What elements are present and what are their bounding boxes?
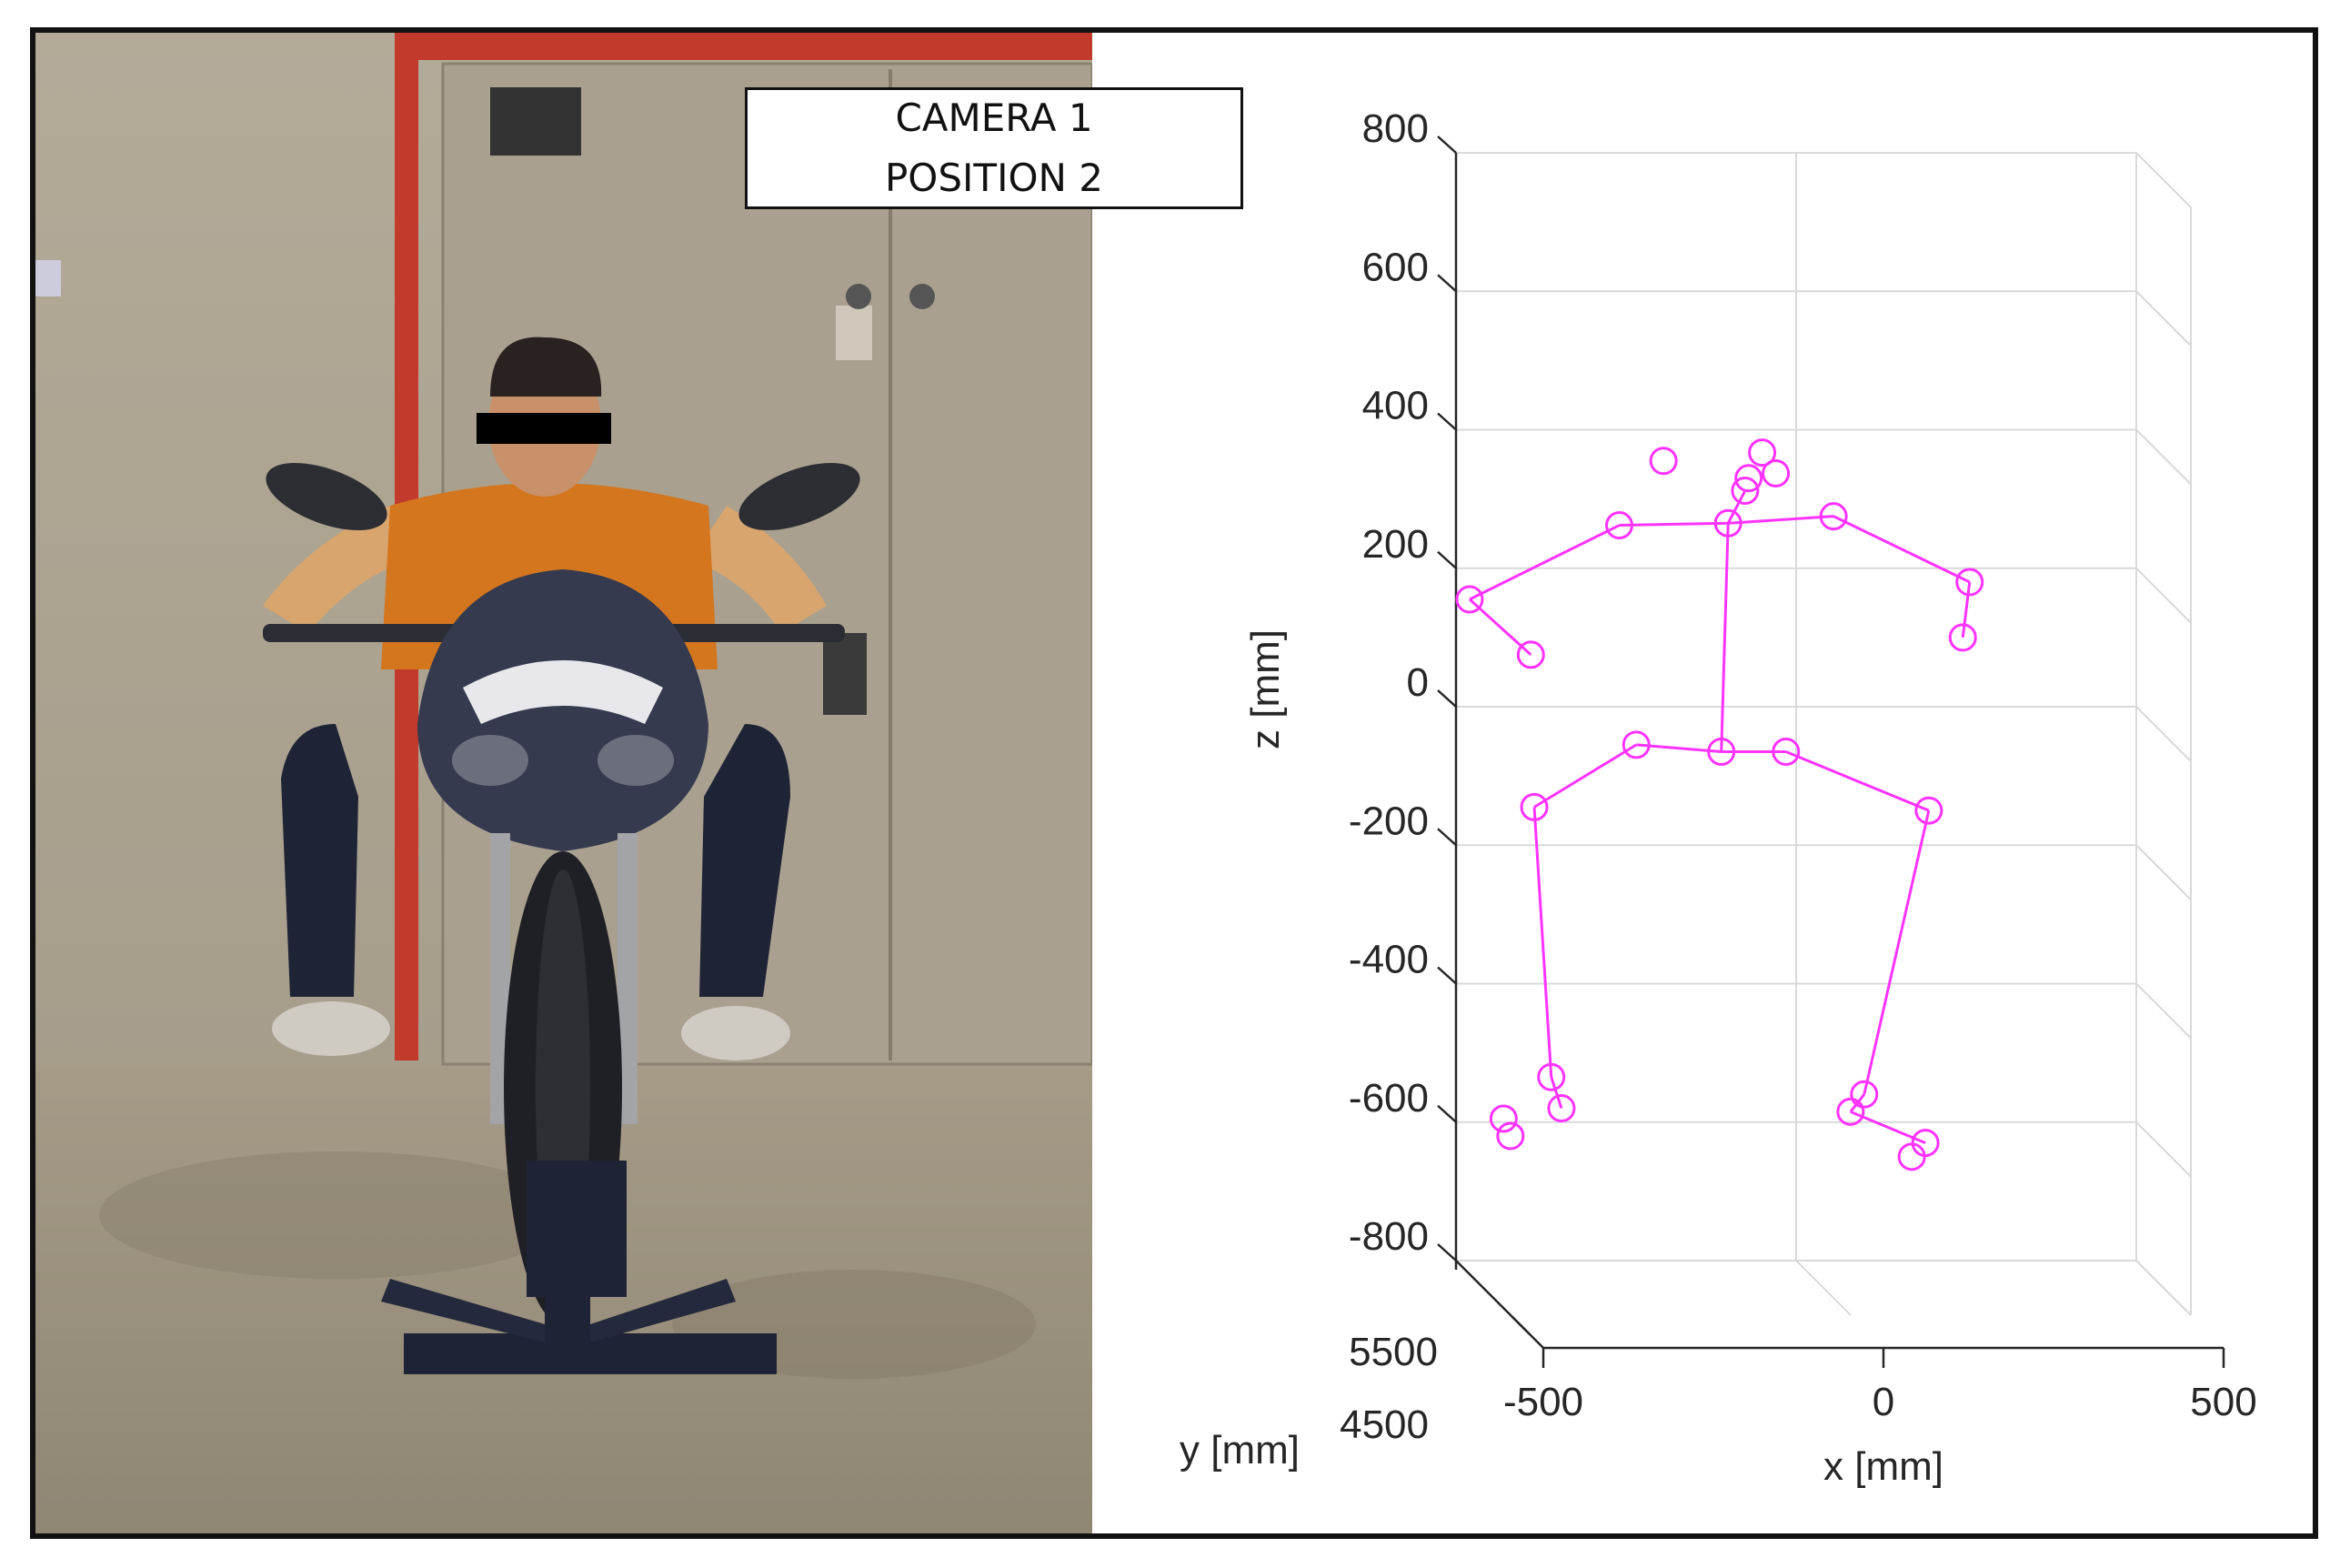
x-axis-label: x [mm]: [1823, 1444, 1943, 1489]
figure-frame: CAMERA 1 POSITION 2 800 600 400 200 0 -200 -40…: [30, 27, 2318, 1539]
y-axis-line: [1455, 1260, 1544, 1349]
joint-neck: [1713, 508, 1742, 538]
z-tick-label: 800: [1362, 106, 1429, 151]
joint-nose: [1731, 476, 1760, 505]
z-tick-mark: [1437, 550, 1457, 569]
camera-position-label: CAMERA 1 POSITION 2: [745, 87, 1243, 209]
plot-ticks: 800 600 400 200 0 -200 -400 -600 -800 -500 0 500 550…: [1340, 106, 2257, 1447]
y-tick-label: 5500: [1349, 1330, 1438, 1374]
joint-eye_r: [1762, 458, 1791, 487]
bone-l_knee-l_ankle: [1532, 807, 1553, 1078]
joint-r_small_toe: [1897, 1142, 1926, 1171]
joint-l_toe: [1489, 1104, 1518, 1133]
x-tick-label: -500: [1503, 1380, 1583, 1424]
z-tick-label: 200: [1362, 522, 1429, 567]
position-label: POSITION 2: [884, 156, 1104, 200]
joint-l_small_toe: [1496, 1121, 1525, 1151]
bone-r_knee-r_ankle: [1863, 809, 1931, 1095]
grid-line-depth: [2135, 428, 2192, 486]
z-tick-mark: [1437, 966, 1457, 985]
z-tick-mark: [1437, 274, 1457, 293]
grid-line-depth: [2135, 844, 2192, 900]
z-tick-mark: [1437, 1243, 1457, 1261]
grid-line-depth: [2135, 1121, 2192, 1178]
joint-head_top_l: [1649, 447, 1678, 476]
joint-l_elbow: [1455, 585, 1484, 614]
joint-r_ankle: [1850, 1080, 1879, 1109]
bone-l_shoulder-l_elbow: [1469, 524, 1621, 601]
bone-neck-r_shoulder: [1728, 515, 1834, 525]
x-tick-label: 0: [1873, 1380, 1894, 1424]
bone-r_elbow-r_wrist: [1961, 581, 1972, 638]
joint-r_knee: [1914, 796, 1943, 825]
y-tick-mark: [1511, 1316, 1530, 1334]
joint-l_heel: [1547, 1094, 1576, 1123]
joint-r_heel: [1836, 1097, 1865, 1126]
z-tick-label: 400: [1362, 384, 1429, 428]
skeleton-3d-plot: 800 600 400 200 0 -200 -400 -600 -800 -500 0 500 550…: [1180, 106, 2257, 1489]
z-tick-label: -200: [1349, 799, 1429, 843]
bone-neck-l_shoulder: [1619, 521, 1729, 528]
skeleton-joints: [1455, 438, 1984, 1171]
joint-mid_hip: [1707, 737, 1736, 766]
grid-line-depth: [2135, 568, 2192, 624]
camera-label: CAMERA 1: [895, 95, 1093, 140]
bone-neck-mid_hip: [1720, 523, 1730, 752]
z-tick-label: -600: [1349, 1076, 1429, 1121]
grid-line-depth: [2135, 152, 2192, 208]
bone-r_ankle-r_heel: [1849, 1093, 1865, 1113]
bone-r_shoulder-r_elbow: [1833, 515, 1971, 584]
joint-l_shoulder: [1605, 511, 1634, 540]
grid-line-depth: [2135, 706, 2192, 762]
bone-r_hip-r_knee: [1785, 750, 1930, 812]
joint-r_toe: [1911, 1129, 1940, 1158]
bone-l_hip-l_knee: [1533, 743, 1638, 809]
joint-l_knee: [1520, 792, 1549, 821]
y-axis-label: y [mm]: [1180, 1428, 1300, 1473]
z-tick-mark: [1437, 689, 1457, 708]
joint-r_hip: [1772, 737, 1801, 766]
grid-line-depth: [2135, 290, 2192, 347]
z-tick-label: 600: [1362, 245, 1429, 289]
joint-l_hip: [1622, 730, 1651, 759]
bone-mid_hip-l_hip: [1636, 743, 1722, 753]
grid-line-floor: [1795, 1260, 1852, 1316]
joint-l_wrist: [1516, 640, 1545, 669]
z-tick-mark: [1437, 1104, 1457, 1123]
z-tick-mark: [1437, 136, 1457, 154]
joint-eye_l: [1734, 464, 1763, 493]
z-tick-label: 0: [1407, 660, 1429, 705]
camera-photo: [35, 33, 1092, 1533]
joint-r_elbow: [1955, 568, 1984, 597]
plot-axes: [1454, 153, 2224, 1350]
z-tick-mark: [1437, 412, 1457, 431]
x-tick-label: 500: [2190, 1380, 2256, 1424]
joint-l_ankle: [1537, 1062, 1566, 1091]
bone-neck-nose: [1726, 489, 1747, 524]
skeleton-bones: [1468, 489, 1972, 1144]
joint-r_wrist: [1948, 623, 1977, 652]
joint-head_top_r: [1748, 438, 1777, 467]
z-axis-label: z [mm]: [1243, 629, 1288, 749]
z-tick-mark: [1437, 828, 1457, 847]
z-tick-label: -800: [1349, 1214, 1429, 1259]
grid-line-depth: [2135, 982, 2192, 1040]
y-tick-label: 4500: [1340, 1402, 1429, 1447]
joint-r_shoulder: [1819, 502, 1848, 531]
z-tick-label: -400: [1349, 938, 1429, 982]
grid-line-floor: [2135, 1260, 2192, 1316]
bone-l_ankle-l_heel: [1550, 1076, 1563, 1109]
plot-grid: [1455, 152, 2192, 1316]
